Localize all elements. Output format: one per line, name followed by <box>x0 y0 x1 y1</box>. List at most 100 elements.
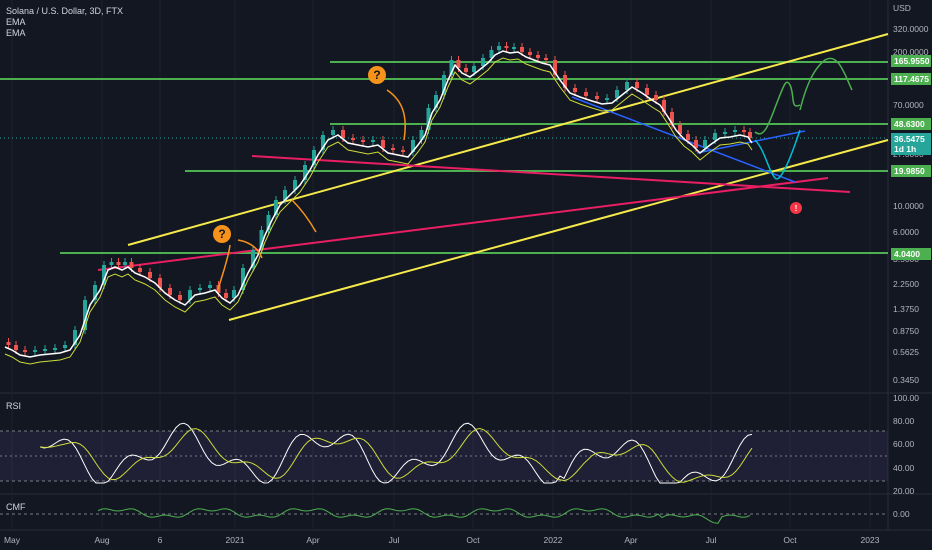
candle-body[interactable] <box>303 165 307 180</box>
candle-body[interactable] <box>148 272 152 278</box>
warning-icon[interactable] <box>790 202 802 214</box>
candle-body[interactable] <box>742 130 746 132</box>
candle-body[interactable] <box>331 130 335 135</box>
candle-body[interactable] <box>520 47 524 52</box>
ema-legend-2[interactable]: EMA <box>6 28 26 38</box>
price-tag[interactable]: 4.0400 <box>891 248 931 260</box>
candle-body[interactable] <box>645 88 649 95</box>
candle-body[interactable] <box>341 130 345 138</box>
candle-body[interactable] <box>14 345 18 350</box>
candle-body[interactable] <box>401 150 405 152</box>
candle-body[interactable] <box>544 58 548 60</box>
candle-body[interactable] <box>23 350 27 352</box>
channel-upper-line[interactable] <box>127 33 889 246</box>
candle-body[interactable] <box>351 138 355 140</box>
question-icon[interactable] <box>368 66 386 84</box>
candle-body[interactable] <box>371 140 375 142</box>
candle-body[interactable] <box>472 66 476 72</box>
price-tag[interactable]: 36.5475 <box>891 133 931 145</box>
candle-body[interactable] <box>109 262 114 265</box>
channel-lower-line[interactable] <box>228 139 889 321</box>
candle-body[interactable] <box>93 285 97 300</box>
candle-body[interactable] <box>449 60 454 75</box>
candle-body[interactable] <box>635 82 639 88</box>
question-icon[interactable] <box>213 225 231 243</box>
symbol-title[interactable]: Solana / U.S. Dollar, 3D, FTX <box>6 6 124 16</box>
candle-body[interactable] <box>678 125 682 134</box>
candle-body[interactable] <box>168 288 172 295</box>
candle-body[interactable] <box>73 330 77 345</box>
candle-body[interactable] <box>6 342 11 345</box>
price-tag[interactable]: 165.9550 <box>891 55 931 67</box>
candle-body[interactable] <box>670 112 674 125</box>
rsi-line[interactable] <box>39 422 753 484</box>
ema-legend-1[interactable]: EMA <box>6 17 26 27</box>
candle-body[interactable] <box>102 265 106 285</box>
candle-body[interactable] <box>615 90 619 98</box>
candle-body[interactable] <box>504 46 509 48</box>
candle-body[interactable] <box>259 230 264 250</box>
candle-body[interactable] <box>283 190 287 200</box>
price-tag[interactable]: 19.9850 <box>891 165 931 177</box>
candle-body[interactable] <box>694 140 698 148</box>
candle-body[interactable] <box>381 140 385 148</box>
price-tag[interactable]: 48.6300 <box>891 118 931 130</box>
candle-body[interactable] <box>536 55 540 58</box>
candle-body[interactable] <box>464 68 468 72</box>
candle-body[interactable] <box>686 134 690 140</box>
candle-body[interactable] <box>178 295 182 300</box>
projection-path-up[interactable] <box>754 81 801 135</box>
candle-body[interactable] <box>605 98 609 100</box>
candle-body[interactable] <box>361 140 365 142</box>
candle-body[interactable] <box>198 288 202 290</box>
ema-fast-line[interactable] <box>4 50 753 358</box>
candle-body[interactable] <box>584 92 588 96</box>
candle-body[interactable] <box>224 293 228 298</box>
candle-body[interactable] <box>573 88 577 92</box>
price-tag[interactable]: 1d 1h <box>891 143 931 155</box>
annotation-arrow[interactable] <box>217 244 231 291</box>
trendline-falling[interactable] <box>251 155 851 193</box>
candle-body[interactable] <box>158 278 162 288</box>
candle-body[interactable] <box>208 285 212 288</box>
price-tag[interactable]: 117.4675 <box>891 73 931 85</box>
candle-body[interactable] <box>528 52 532 55</box>
candle-body[interactable] <box>241 268 245 290</box>
candle-body[interactable] <box>43 349 47 351</box>
candle-body[interactable] <box>748 132 752 138</box>
candle-body[interactable] <box>625 82 629 90</box>
candle-body[interactable] <box>553 60 557 75</box>
candle-body[interactable] <box>266 215 271 230</box>
candle-body[interactable] <box>442 75 446 95</box>
ema-slow-line[interactable] <box>4 57 753 365</box>
candle-body[interactable] <box>456 60 461 68</box>
annotation-arrow[interactable] <box>386 89 406 141</box>
candle-body[interactable] <box>723 132 727 134</box>
candle-body[interactable] <box>703 140 707 148</box>
rsi-signal-line[interactable] <box>39 428 753 483</box>
candle-body[interactable] <box>713 133 717 140</box>
candle-body[interactable] <box>33 350 37 352</box>
candle-body[interactable] <box>53 348 57 350</box>
candle-body[interactable] <box>321 135 325 150</box>
candle-body[interactable] <box>116 262 121 265</box>
candle-body[interactable] <box>426 108 431 130</box>
cmf-line[interactable] <box>97 508 751 524</box>
rsi-pane-title[interactable]: RSI <box>6 401 22 411</box>
trendline-rising[interactable] <box>97 177 829 271</box>
candle-body[interactable] <box>733 130 737 132</box>
candle-body[interactable] <box>512 47 516 49</box>
candle-body[interactable] <box>312 150 316 165</box>
candle-body[interactable] <box>662 100 666 112</box>
candle-body[interactable] <box>123 262 127 265</box>
candle-body[interactable] <box>419 130 424 140</box>
annotation-arrow[interactable] <box>237 239 263 259</box>
projection-path-down[interactable] <box>754 129 801 180</box>
candle-body[interactable] <box>83 300 87 330</box>
candle-body[interactable] <box>497 46 501 50</box>
candle-body[interactable] <box>129 262 134 268</box>
candle-body[interactable] <box>489 50 494 58</box>
cmf-pane-title[interactable]: CMF <box>6 502 26 512</box>
candle-body[interactable] <box>595 96 599 99</box>
